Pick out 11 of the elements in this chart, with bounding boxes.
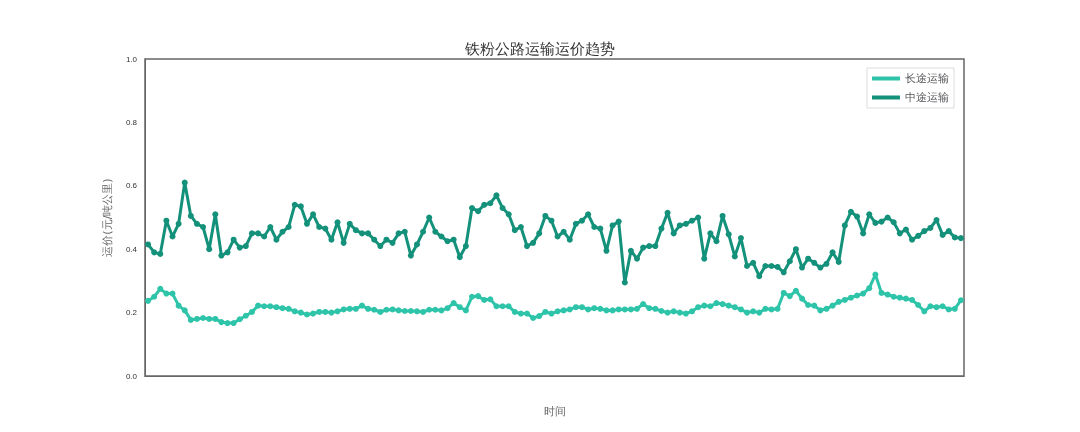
chart-title: 铁粉公路运输运价趋势 xyxy=(464,39,615,58)
y-axis-title: 运价(元/吨公里) xyxy=(101,178,114,257)
y-tick-label: 0.2 xyxy=(125,308,138,318)
y-tick-label: 1.0 xyxy=(125,54,138,64)
legend-label: 长途运输 xyxy=(905,72,949,85)
legend-label: 中途运输 xyxy=(905,91,949,104)
x-axis-title: 时间 xyxy=(543,405,566,418)
y-tick-label: 0.0 xyxy=(125,371,138,381)
y-tick-label: 0.4 xyxy=(125,244,138,254)
y-tick-label: 0.8 xyxy=(125,117,138,127)
y-tick-label: 0.6 xyxy=(125,181,138,191)
